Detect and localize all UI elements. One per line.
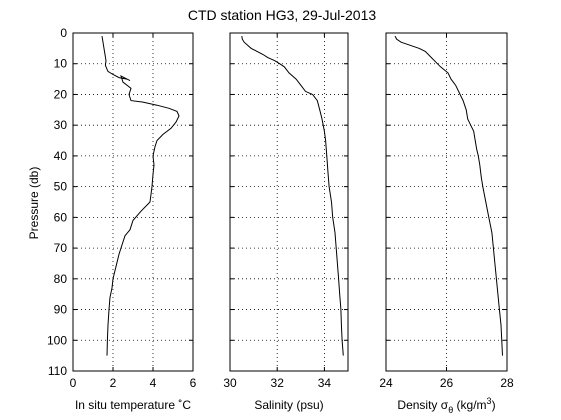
y-tick-label: 40 <box>54 149 68 163</box>
x-axis-label: Salinity (psu) <box>254 398 323 412</box>
panel-3: 24 26 28 Density σθ (kg/m3) <box>379 32 514 415</box>
plot-area <box>230 33 348 371</box>
x-axis-label: Density σθ (kg/m3) <box>397 396 495 415</box>
x-tick-label: 34 <box>318 376 332 390</box>
panel-2: 30 32 34 Salinity (psu) <box>223 32 349 412</box>
y-tick-label: 90 <box>54 303 68 317</box>
x-tick-label: 28 <box>500 376 514 390</box>
y-tick-label: 50 <box>54 180 68 194</box>
axes-frame <box>72 32 194 372</box>
y-tick-label: 80 <box>54 272 68 286</box>
x-tick-label: 24 <box>379 376 393 390</box>
x-tick-label: 0 <box>70 376 77 390</box>
y-axis-label: Pressure (db) <box>27 167 41 240</box>
series-line-1 <box>101 36 180 356</box>
x-tick-label: 6 <box>190 376 197 390</box>
y-tick-label: 0 <box>60 26 67 40</box>
chart-title: CTD station HG3, 29-Jul-2013 <box>188 7 377 23</box>
y-tick-label: 30 <box>54 118 68 132</box>
y-tick-label: 20 <box>54 87 68 101</box>
y-tick-label: 60 <box>54 210 68 224</box>
x-tick-label: 26 <box>440 376 454 390</box>
y-tick-label: 70 <box>54 241 68 255</box>
x-tick-label: 32 <box>271 376 285 390</box>
x-axis-label: In situ temperature ˚C <box>75 398 191 412</box>
y-tick-label: 10 <box>54 57 68 71</box>
series-line-1 <box>394 35 503 356</box>
x-tick-label: 4 <box>150 376 157 390</box>
plot-area <box>73 33 193 371</box>
y-tick-label: 100 <box>47 333 67 347</box>
y-tick-label: 110 <box>48 364 67 378</box>
axes-frame <box>229 32 349 372</box>
series-line-1 <box>241 36 344 356</box>
x-tick-label: 30 <box>223 376 237 390</box>
x-tick-label: 2 <box>110 376 117 390</box>
